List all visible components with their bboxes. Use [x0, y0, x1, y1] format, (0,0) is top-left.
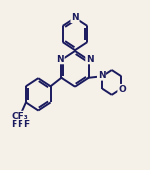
Text: F: F	[23, 120, 29, 129]
Text: F: F	[11, 120, 18, 129]
Text: F: F	[17, 120, 23, 129]
Text: CF₃: CF₃	[12, 112, 29, 121]
Text: N: N	[86, 55, 94, 64]
Text: O: O	[118, 85, 126, 94]
Text: N: N	[71, 13, 79, 22]
Text: N: N	[98, 71, 105, 80]
Text: N: N	[56, 55, 64, 64]
